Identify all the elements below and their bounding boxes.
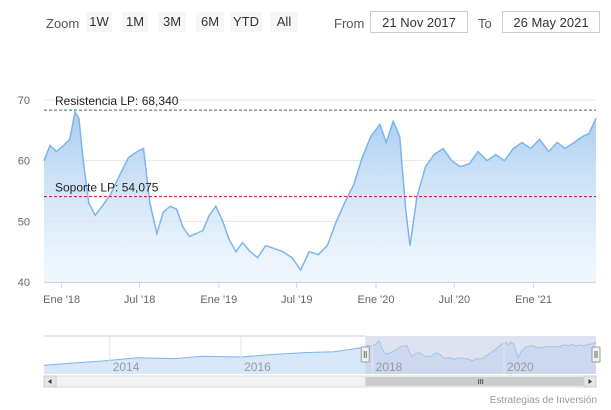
price-area-fill	[44, 112, 596, 282]
price-series	[43, 110, 597, 282]
navigator: 2014 2016 2018 2020	[43, 335, 601, 388]
navigator-tick-label: 2014	[113, 360, 140, 374]
navigator-tick-label: 2020	[507, 360, 534, 374]
to-date-input[interactable]: 26 May 2021	[502, 11, 600, 33]
x-tick-label: Ene '18	[43, 294, 80, 306]
chevron-left-icon	[48, 379, 52, 384]
zoom-1m-button[interactable]: 1M	[122, 12, 148, 32]
navigator-right-handle[interactable]	[591, 346, 601, 363]
from-date-input[interactable]: 21 Nov 2017	[370, 11, 468, 33]
x-tick-label: Jul '20	[439, 294, 470, 306]
navigator-tick-label: 2018	[376, 360, 403, 374]
resistance-label: Resistencia LP: 68,340	[55, 94, 179, 108]
x-tick-label: Jul '18	[124, 294, 155, 306]
y-tick-label: 40	[18, 277, 30, 289]
navigator-left-handle[interactable]	[360, 346, 370, 363]
y-axis: 40 50 60 70	[18, 95, 30, 289]
range-selector-toolbar: Zoom 1W 1M 3M 6M YTD All From 21 Nov 201…	[0, 0, 611, 44]
y-tick-label: 50	[18, 216, 30, 228]
zoom-all-button[interactable]: All	[270, 12, 298, 32]
zoom-label: Zoom	[46, 16, 80, 31]
y-tick-label: 70	[18, 95, 30, 107]
chevron-right-icon	[588, 379, 592, 384]
from-label: From	[334, 16, 365, 31]
x-tick-label: Ene '20	[357, 294, 394, 306]
zoom-ytd-button[interactable]: YTD	[230, 12, 262, 32]
to-label: To	[478, 16, 492, 31]
chart-credit: Estrategias de Inversión	[489, 395, 597, 406]
y-tick-label: 60	[18, 156, 30, 168]
zoom-3m-button[interactable]: 3M	[158, 12, 186, 32]
support-label: Soporte LP: 54,075	[55, 181, 159, 195]
x-tick-label: Jul '19	[281, 294, 312, 306]
zoom-6m-button[interactable]: 6M	[196, 12, 224, 32]
navigator-selection[interactable]	[365, 336, 596, 374]
zoom-1w-button[interactable]: 1W	[86, 12, 112, 32]
price-line	[43, 110, 597, 272]
x-tick-label: Ene '19	[200, 294, 237, 306]
x-tick-label: Ene '21	[515, 294, 552, 306]
navigator-tick-label: 2016	[244, 360, 271, 374]
level-annotations: Resistencia LP: 68,340 Soporte LP: 54,075	[44, 94, 596, 198]
x-axis: Ene '18 Jul '18 Ene '19 Jul '19 Ene '20 Jul '…	[43, 282, 596, 306]
